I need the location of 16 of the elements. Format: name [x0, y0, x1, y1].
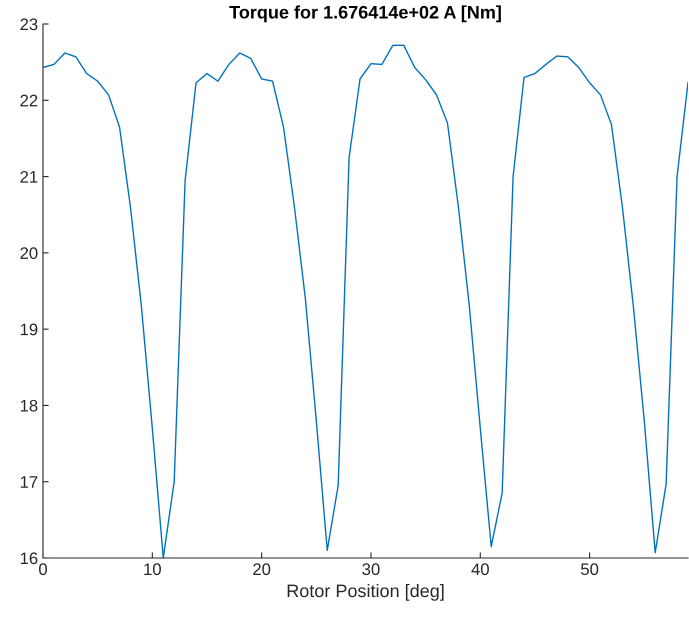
y-tick-label: 20 [20, 247, 38, 260]
x-tick-label: 30 [362, 563, 380, 576]
chart-title: Torque for 1.676414e+02 A [Nm] [229, 5, 501, 22]
y-tick-label: 23 [20, 18, 38, 30]
x-tick-label: 20 [253, 563, 270, 576]
x-axis-title: Rotor Position [deg] [288, 584, 444, 601]
x-tick-label: 0 [39, 563, 47, 576]
y-tick-label: 18 [20, 400, 38, 412]
x-tick-label: 50 [581, 563, 598, 576]
y-tick-label: 22 [20, 94, 38, 106]
y-tick-label: 19 [20, 324, 38, 336]
y-tick-label: 16 [20, 552, 38, 564]
y-tick-label: 21 [20, 170, 38, 183]
x-tick-label: 10 [144, 563, 161, 576]
y-tick-label: 17 [20, 476, 38, 488]
x-tick-label: 40 [471, 563, 489, 576]
